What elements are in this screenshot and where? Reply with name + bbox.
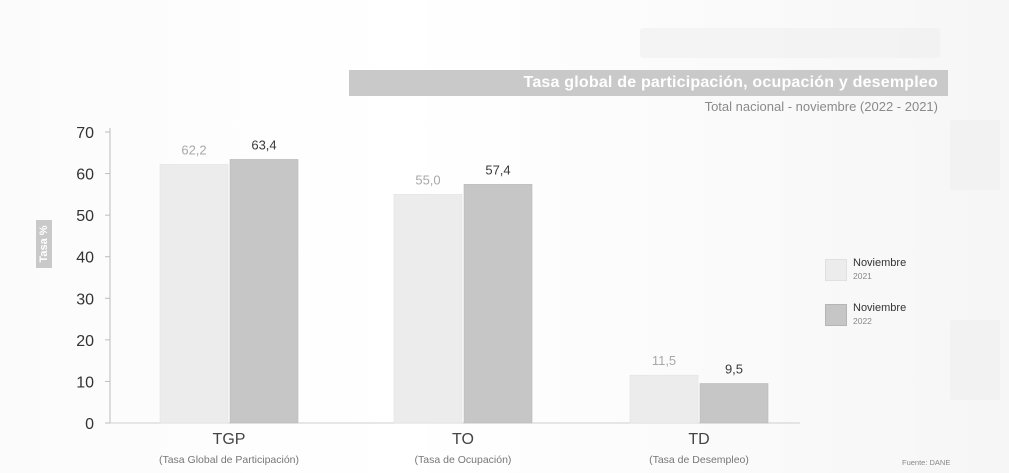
- legend-swatch: [825, 304, 847, 326]
- x-category-description: (Tasa Global de Participación): [158, 454, 300, 466]
- data-label: 62,2: [181, 142, 206, 157]
- data-label: 63,4: [251, 137, 276, 152]
- bar-to-2022: [463, 184, 533, 424]
- x-category-label: TD: [688, 431, 710, 448]
- legend-series-year: 2021: [853, 271, 872, 281]
- x-category-description: (Tasa de Desempleo): [649, 454, 749, 466]
- background-ghost-text: [950, 320, 1000, 400]
- background-ghost-text: [640, 28, 940, 58]
- bar-tgp-2022: [229, 159, 299, 424]
- legend-series-name: Noviembre: [853, 257, 907, 269]
- y-tick-label: 50: [76, 208, 94, 225]
- background-ghost-text: [950, 120, 1000, 190]
- bar-to-2021: [393, 194, 463, 424]
- chart-title: Tasa global de participación, ocupación …: [349, 70, 948, 96]
- chart-subtitle: Total nacional - noviembre (2022 - 2021): [704, 99, 938, 114]
- y-tick-label: 20: [76, 333, 94, 350]
- legend-series-year: 2022: [853, 316, 872, 326]
- y-tick-label: 30: [76, 291, 94, 308]
- data-label: 57,4: [485, 162, 510, 177]
- legend-series-name: Noviembre: [853, 302, 907, 314]
- legend-swatch: [825, 259, 847, 281]
- x-category-label: TO: [452, 431, 474, 448]
- data-label: 11,5: [652, 353, 676, 368]
- x-category-description: (Tasa de Ocupación): [414, 454, 512, 466]
- y-tick-label: 10: [76, 374, 94, 391]
- bar-td-2022: [699, 383, 769, 424]
- y-tick-label: 0: [85, 416, 94, 433]
- source-note: Fuente: DANE: [902, 458, 951, 467]
- y-tick-label: 40: [76, 250, 94, 267]
- y-tick-label: 60: [76, 167, 94, 184]
- data-label: 9,5: [725, 362, 743, 377]
- y-tick-label: 70: [76, 125, 94, 142]
- x-category-label: TGP: [212, 431, 246, 448]
- bar-td-2021: [629, 374, 699, 424]
- data-label: 55,0: [415, 172, 440, 187]
- bar-tgp-2021: [159, 164, 229, 424]
